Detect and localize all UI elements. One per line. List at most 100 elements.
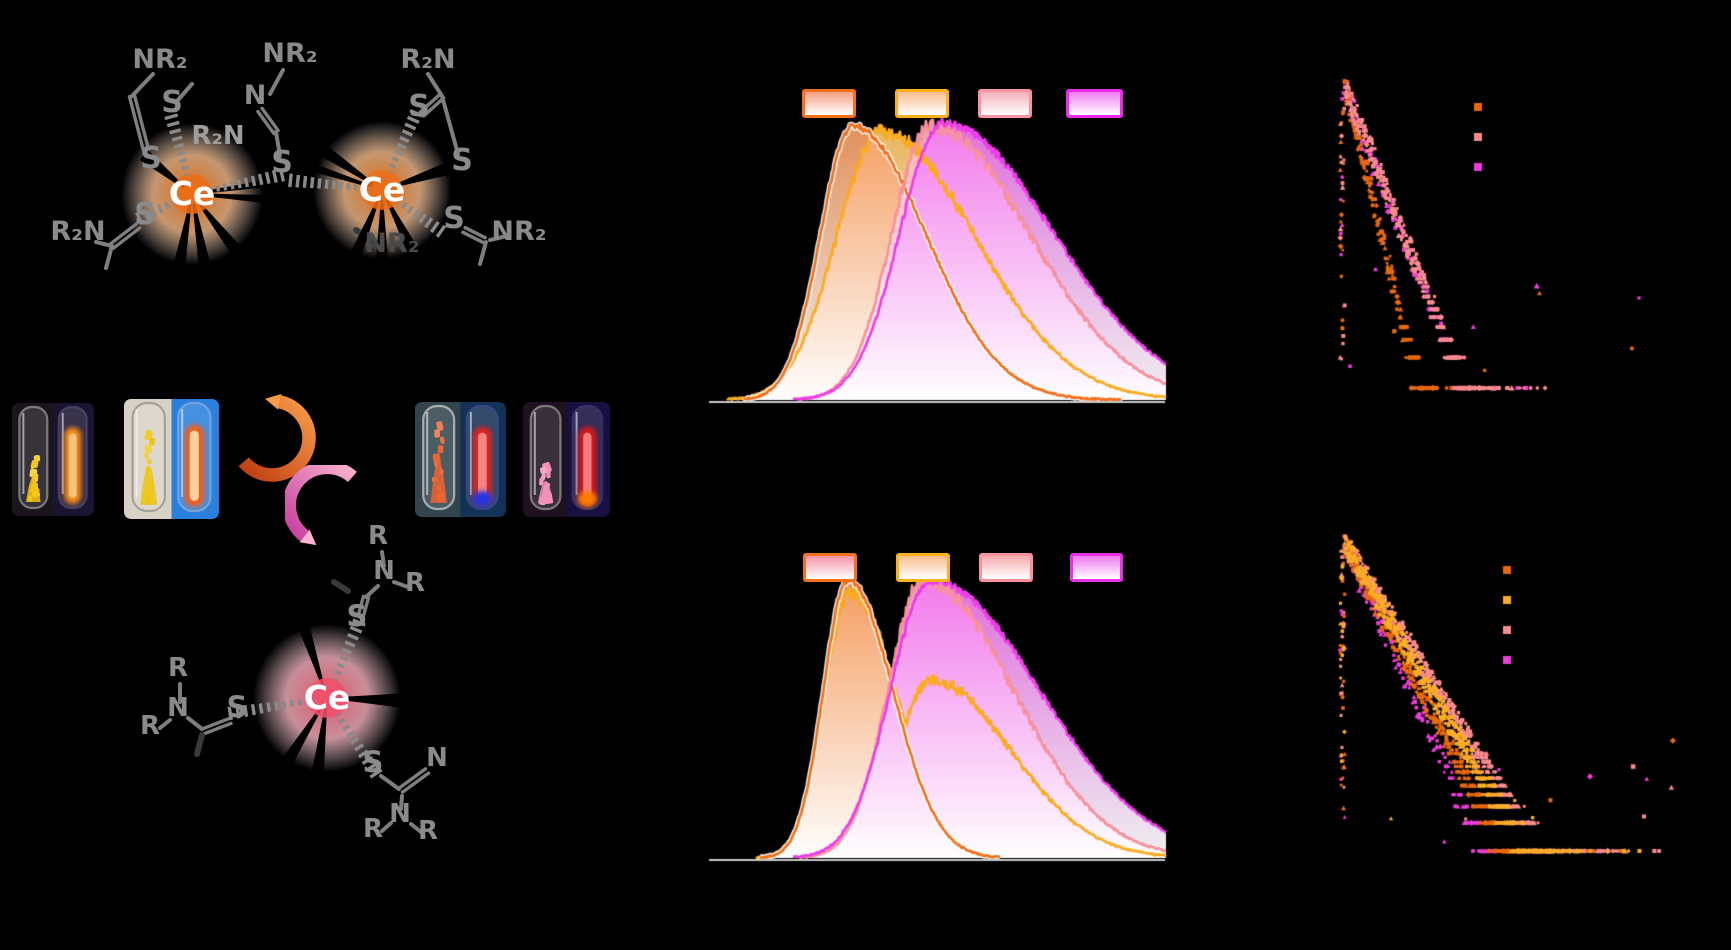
bond xyxy=(488,234,509,242)
solid-fill xyxy=(430,460,447,503)
hashed-wedge-bond xyxy=(257,173,264,186)
hashed-wedge-bond xyxy=(288,173,293,188)
hashed-wedge-bond xyxy=(135,211,144,226)
double-bond xyxy=(132,93,151,152)
legend-swatch-emission-spectra-bottom-2 xyxy=(896,553,950,582)
atom-label: R₂N xyxy=(50,216,105,247)
hashed-wedge-bond xyxy=(164,113,179,121)
wedge-bond xyxy=(385,198,422,260)
cerium-label: Ce xyxy=(304,678,351,717)
legend-swatch-emission-spectra-top-2 xyxy=(895,89,949,118)
atom-label: S xyxy=(363,745,384,779)
atom-label: NR₂ xyxy=(262,38,317,69)
atom-label: S xyxy=(134,197,156,232)
arrow-head xyxy=(299,529,317,546)
wedge-bond xyxy=(274,705,323,777)
hashed-wedge-bond xyxy=(349,625,363,634)
solid-chunk xyxy=(146,459,152,465)
bond xyxy=(194,732,205,757)
solid-chunk xyxy=(149,437,155,446)
atom-label: S xyxy=(443,201,465,236)
atom-label: R xyxy=(418,816,438,846)
wedge-bond xyxy=(168,203,192,286)
hashed-wedge-bond xyxy=(174,143,185,149)
arrow-curve xyxy=(238,395,316,482)
double-bond xyxy=(463,225,487,240)
bond xyxy=(409,822,423,834)
hashed-wedge-bond xyxy=(401,129,413,137)
hashed-wedge-bond xyxy=(266,702,272,713)
arrow-head xyxy=(265,394,282,410)
glowing-solid-core xyxy=(583,432,592,499)
wedge-bond xyxy=(336,692,423,711)
bond xyxy=(379,774,401,791)
sample-photo-2 xyxy=(124,399,219,519)
hashed-wedge-bond xyxy=(353,743,365,752)
bond xyxy=(331,579,351,594)
decay-top-canvas xyxy=(1328,62,1698,397)
wedge-bond xyxy=(197,201,244,258)
cerium-label: Ce xyxy=(359,170,406,209)
bond xyxy=(94,240,114,248)
hashed-wedge-bond xyxy=(406,205,414,214)
double-bond xyxy=(201,716,231,731)
metal-center-glow xyxy=(307,678,347,718)
glow-blob xyxy=(577,491,597,507)
hashed-wedge-bond xyxy=(181,165,189,171)
atom-label: R xyxy=(405,568,425,598)
atom-label: S xyxy=(227,690,248,724)
hashed-wedge-bond xyxy=(346,730,355,738)
hashed-wedge-bond xyxy=(295,174,301,188)
metal-center-glow xyxy=(362,170,402,210)
solid-chunk xyxy=(539,466,548,475)
double-bond xyxy=(461,230,485,245)
hashed-wedge-bond xyxy=(149,206,158,218)
double-bond xyxy=(260,106,280,133)
hashed-wedge-bond xyxy=(342,724,351,732)
hashed-wedge-bond xyxy=(166,120,180,128)
double-bond xyxy=(361,595,371,618)
hashed-wedge-bond xyxy=(369,768,383,779)
solid-chunk xyxy=(144,429,153,441)
atom-label: N xyxy=(426,743,448,773)
hashed-wedge-bond xyxy=(418,213,427,224)
solid-chunk xyxy=(539,477,544,486)
hashed-wedge-bond xyxy=(297,699,302,706)
atom-label: S xyxy=(451,143,473,178)
atom-label: R₂N xyxy=(400,44,455,75)
solid-chunk xyxy=(144,444,153,454)
hashed-wedge-bond xyxy=(243,177,250,188)
hashed-wedge-bond xyxy=(365,762,378,772)
hashed-wedge-bond xyxy=(215,185,221,192)
hashed-wedge-bond xyxy=(391,156,400,163)
hashed-wedge-bond xyxy=(142,209,151,222)
hashed-wedge-bond xyxy=(334,669,342,676)
hashed-wedge-bond xyxy=(243,704,249,717)
decay-bottom-canvas xyxy=(1328,520,1698,860)
emission-spectra-top-plot xyxy=(695,85,1167,407)
hashed-wedge-bond xyxy=(435,224,447,238)
wedge-bond xyxy=(391,162,451,189)
emission-spectra-bottom-plot xyxy=(695,545,1167,865)
wedge-bond xyxy=(201,193,265,204)
arrow-pink xyxy=(285,465,357,546)
hashed-wedge-bond xyxy=(400,201,408,210)
bond xyxy=(478,240,488,266)
atom-label: R xyxy=(363,814,383,844)
hashed-wedge-bond xyxy=(235,705,241,719)
hashed-wedge-bond xyxy=(271,169,278,183)
hashed-wedge-bond xyxy=(164,201,171,210)
double-bond xyxy=(111,226,142,250)
hashed-wedge-bond xyxy=(339,655,349,662)
emission-spectra-bottom-canvas xyxy=(695,545,1167,865)
hashed-wedge-bond xyxy=(302,175,308,188)
wedge-bond xyxy=(192,203,216,286)
hashed-wedge-bond xyxy=(278,167,286,182)
double-bond xyxy=(256,109,276,136)
hashed-wedge-bond xyxy=(331,180,337,190)
double-bond xyxy=(422,96,446,118)
solid-fill xyxy=(26,476,41,502)
solid-chunk xyxy=(546,470,551,479)
atom-label: N xyxy=(373,556,395,586)
